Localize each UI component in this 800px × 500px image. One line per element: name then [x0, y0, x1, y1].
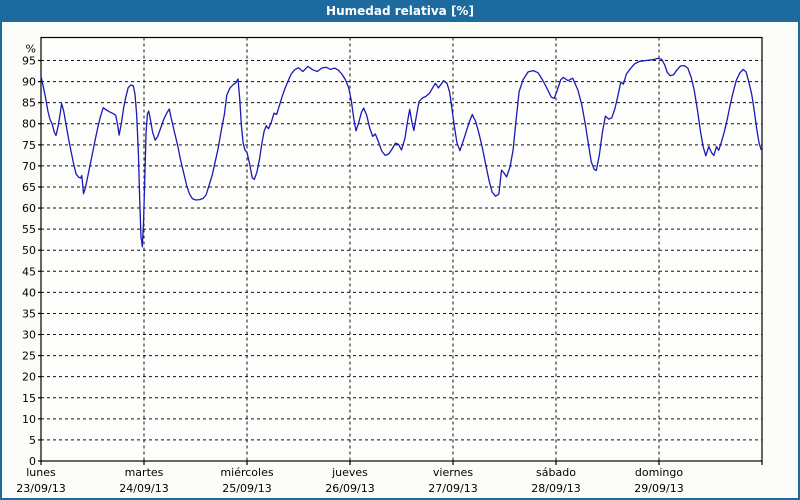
day-name-label: viernes	[433, 466, 473, 479]
y-tick-label: 10	[22, 413, 36, 426]
day-name-label: domingo	[635, 466, 683, 479]
day-date-label: 25/09/13	[222, 482, 271, 495]
plot-frame	[40, 36, 763, 462]
y-tick-label: 40	[22, 286, 36, 299]
day-date-label: 29/09/13	[634, 482, 683, 495]
y-tick-label: 30	[22, 329, 36, 342]
y-tick-label: 25	[22, 350, 36, 363]
day-date-label: 23/09/13	[16, 482, 65, 495]
day-name-label: jueves	[331, 466, 368, 479]
y-tick-label: 35	[22, 307, 36, 320]
y-tick-label: 85	[22, 97, 36, 110]
y-tick-label: 5	[29, 434, 36, 447]
y-axis-unit-label: %	[26, 43, 36, 56]
y-tick-label: 75	[22, 139, 36, 152]
y-tick-label: 50	[22, 244, 36, 257]
y-tick-label: 15	[22, 392, 36, 405]
humidity-line	[40, 57, 762, 248]
day-date-label: 27/09/13	[428, 482, 477, 495]
y-tick-label: 90	[22, 76, 36, 89]
day-date-label: 24/09/13	[119, 482, 168, 495]
y-tick-label: 60	[22, 202, 36, 215]
y-tick-label: 20	[22, 371, 36, 384]
chart-title: Humedad relativa [%]	[326, 4, 474, 18]
y-tick-label: 95	[22, 55, 36, 68]
y-tick-label: 55	[22, 223, 36, 236]
day-name-label: martes	[125, 466, 164, 479]
y-tick-label: 45	[22, 265, 36, 278]
y-tick-label: 70	[22, 160, 36, 173]
day-date-label: 28/09/13	[531, 482, 580, 495]
day-name-label: lunes	[26, 466, 56, 479]
day-name-label: sábado	[536, 466, 576, 479]
y-tick-label: 65	[22, 181, 36, 194]
day-date-label: 26/09/13	[325, 482, 374, 495]
titlebar: Humedad relativa [%]	[0, 0, 800, 22]
y-tick-label: 0	[29, 455, 36, 468]
plot-background	[41, 37, 762, 461]
y-tick-label: 80	[22, 118, 36, 131]
day-name-label: miércoles	[220, 466, 273, 479]
